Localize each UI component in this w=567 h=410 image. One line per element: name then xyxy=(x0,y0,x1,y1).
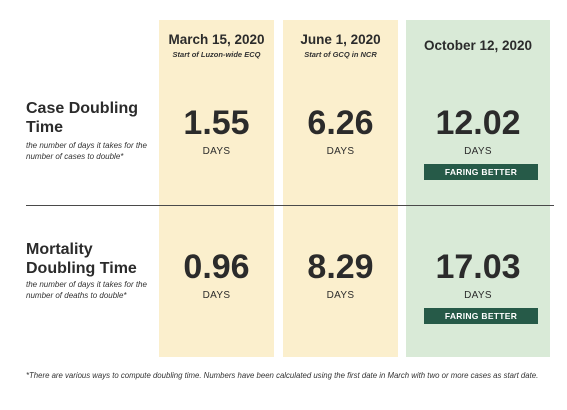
mortality-doubling-value-june: 8.29 xyxy=(307,248,374,286)
mortality-doubling-value-october: 17.03 xyxy=(435,248,521,286)
faring-better-badge: FARING BETTER xyxy=(424,164,538,180)
column-header-june: June 1, 2020 Start of GCQ in NCR xyxy=(283,32,398,60)
column-october-bg xyxy=(406,20,550,357)
column-march-bg xyxy=(159,20,274,357)
column-subtitle: Start of Luzon-wide ECQ xyxy=(172,50,261,59)
row-description-case-doubling: the number of days it takes for the numb… xyxy=(26,141,147,161)
days-unit-label: DAYS xyxy=(202,290,231,301)
case-doubling-value-june: 6.26 xyxy=(307,104,374,142)
footnote: *There are various ways to compute doubl… xyxy=(26,371,539,380)
case-doubling-value-march: 1.55 xyxy=(183,104,250,142)
days-unit-label: DAYS xyxy=(326,290,355,301)
column-header-october: October 12, 2020 xyxy=(406,38,550,54)
row-divider xyxy=(26,205,554,206)
days-unit-label: DAYS xyxy=(202,146,231,157)
row-description-mortality-doubling: the number of days it takes for the numb… xyxy=(26,280,147,300)
column-date: June 1, 2020 xyxy=(300,32,381,47)
column-date: March 15, 2020 xyxy=(168,32,265,47)
column-subtitle: Start of GCQ in NCR xyxy=(304,50,377,59)
faring-better-badge: FARING BETTER xyxy=(424,308,538,324)
case-doubling-value-october: 12.02 xyxy=(435,104,521,142)
row-title-mortality-doubling: Mortality Doubling Time xyxy=(26,241,137,277)
column-june-bg xyxy=(283,20,398,357)
days-unit-label: DAYS xyxy=(464,290,492,301)
column-date: October 12, 2020 xyxy=(423,38,533,53)
days-unit-label: DAYS xyxy=(326,146,355,157)
column-header-march: March 15, 2020 Start of Luzon-wide ECQ xyxy=(159,32,274,60)
mortality-doubling-value-march: 0.96 xyxy=(183,248,250,286)
days-unit-label: DAYS xyxy=(464,146,492,157)
row-title-case-doubling: Case Doubling Time xyxy=(26,100,139,136)
